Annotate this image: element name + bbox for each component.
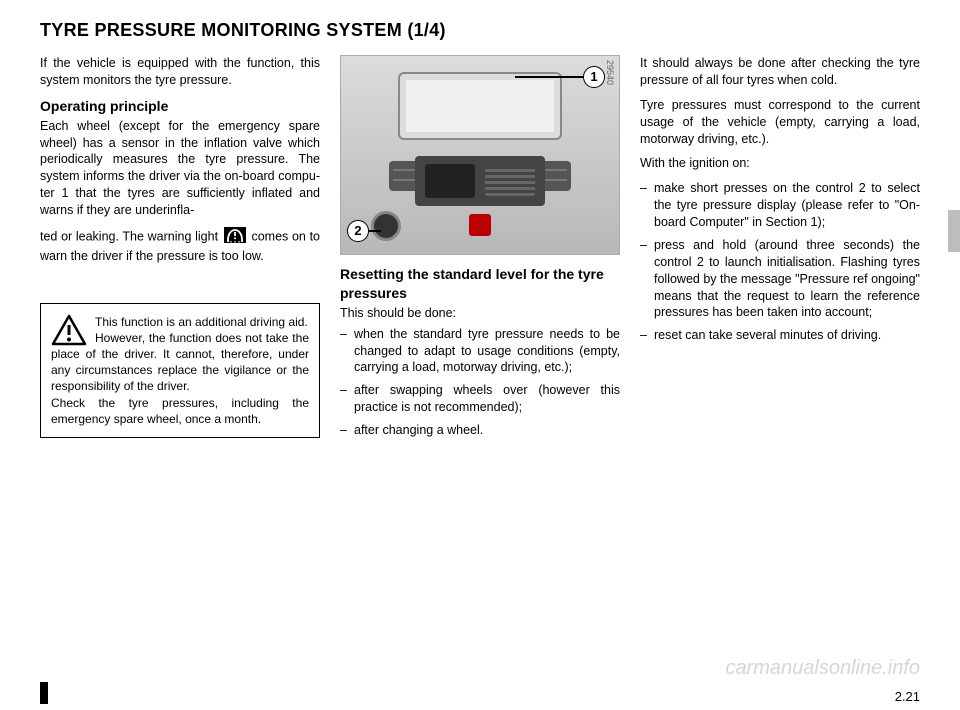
onboard-computer-screen [398,72,562,140]
warning-line2: However, the function does not take the … [51,331,309,394]
column-1: If the vehicle is equipped with the func… [40,55,320,447]
column-3: It should always be done after checking … [640,55,920,447]
callout-2-leader [367,230,381,232]
ignition-list: make short presses on the con­trol 2 to … [640,180,920,344]
operating-principle-body-b: ted or leaking. The warning light c [40,227,320,265]
intro-text: If the vehicle is equipped with the func… [40,55,320,89]
operating-principle-heading: Operating principle [40,97,320,116]
body-b-text: ted or leaking. The warning light [40,230,218,244]
page-footer: 2.21 [40,682,920,704]
col3-p1: It should always be done after checking … [640,55,920,89]
callout-1-leader [515,76,585,78]
operating-principle-body-a: Each wheel (except for the emergency spa… [40,118,320,219]
resetting-list: when the standard tyre pressure needs to… [340,326,620,439]
warning-triangle-icon [51,314,87,346]
warning-box: This function is an addi­tional driving … [40,303,320,438]
col3-p3: With the ignition on: [640,155,920,172]
page-title: TYRE PRESSURE MONITORING SYSTEM (1/4) [40,20,920,41]
callout-2: 2 [347,220,369,242]
col3-p2: Tyre pressures must correspond to the cu… [640,97,920,148]
list-item: press and hold (around three sec­onds) t… [640,237,920,321]
resetting-intro: This should be done: [340,305,620,322]
watermark-text: carmanualsonline.info [725,657,920,680]
dashboard-photo: 29540 1 2 [340,55,620,255]
control-knob [371,211,401,241]
column-2: 29540 1 2 Resetting the standard level f… [340,55,620,447]
section-tab [948,210,960,252]
content-columns: If the vehicle is equipped with the func… [40,55,920,447]
list-item: reset can take several minutes of dri­vi… [640,327,920,344]
resetting-heading: Resetting the standard level for the tyr… [340,265,620,303]
list-item: after changing a wheel. [340,422,620,439]
callout-1: 1 [583,66,605,88]
tpms-warning-icon [224,227,246,248]
list-item: after swapping wheels over (how­ever thi… [340,382,620,416]
photo-reference: 29540 [604,60,616,85]
page-number: 2.21 [895,689,920,704]
list-item: make short presses on the con­trol 2 to … [640,180,920,231]
center-console [415,156,545,206]
hazard-button [469,214,491,236]
list-item: when the standard tyre pressure needs to… [340,326,620,377]
manual-page: TYRE PRESSURE MONITORING SYSTEM (1/4) If… [0,0,960,710]
warning-line3: Check the tyre pressures, including the … [51,396,309,426]
footer-marker [40,682,48,704]
warning-line1: This function is an addi­tional driving … [95,315,308,329]
